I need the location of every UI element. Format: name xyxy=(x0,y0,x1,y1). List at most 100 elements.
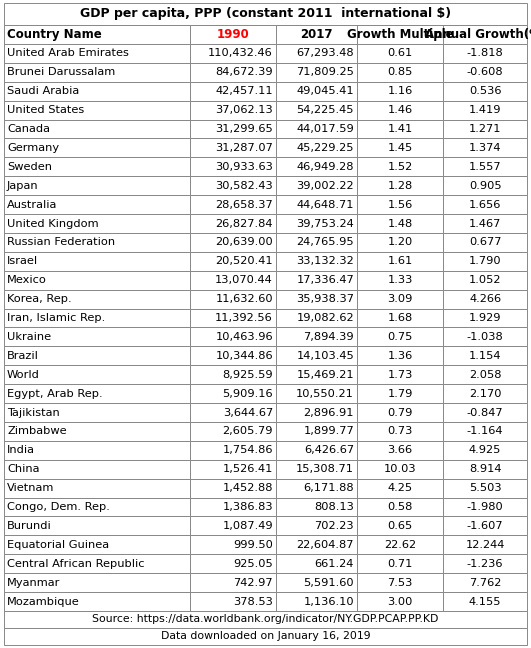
Text: Source: https://data.worldbank.org/indicator/NY.GDP.PCAP.PP.KD: Source: https://data.worldbank.org/indic… xyxy=(92,614,439,625)
Text: 1.48: 1.48 xyxy=(388,218,413,229)
Bar xyxy=(443,176,527,195)
Text: Australia: Australia xyxy=(7,200,57,210)
Bar xyxy=(443,460,527,479)
Bar xyxy=(4,63,190,82)
Bar xyxy=(190,573,276,592)
Bar xyxy=(4,516,190,535)
Bar xyxy=(190,290,276,308)
Text: Equatorial Guinea: Equatorial Guinea xyxy=(7,540,109,550)
Bar xyxy=(276,82,357,100)
Text: Growth Multiple: Growth Multiple xyxy=(347,28,453,41)
Text: Brazil: Brazil xyxy=(7,351,39,361)
Text: 3.09: 3.09 xyxy=(388,294,413,304)
Bar xyxy=(276,422,357,441)
Text: Brunei Darussalam: Brunei Darussalam xyxy=(7,67,115,77)
Bar xyxy=(4,308,190,327)
Text: 5,591.60: 5,591.60 xyxy=(303,577,354,588)
Bar xyxy=(443,139,527,157)
Text: 0.85: 0.85 xyxy=(388,67,413,77)
Bar xyxy=(190,233,276,252)
Text: 30,933.63: 30,933.63 xyxy=(215,162,273,172)
Bar xyxy=(443,554,527,573)
Bar xyxy=(357,403,443,422)
Text: 31,299.65: 31,299.65 xyxy=(215,124,273,134)
Bar xyxy=(190,63,276,82)
Bar xyxy=(4,347,190,365)
Text: 22.62: 22.62 xyxy=(384,540,416,550)
Bar xyxy=(357,384,443,403)
Text: 15,469.21: 15,469.21 xyxy=(296,370,354,380)
Bar xyxy=(443,422,527,441)
Bar xyxy=(443,479,527,498)
Text: -1.980: -1.980 xyxy=(467,502,503,512)
Bar xyxy=(276,214,357,233)
Text: United Kingdom: United Kingdom xyxy=(7,218,99,229)
Bar xyxy=(276,441,357,460)
Text: 46,949.28: 46,949.28 xyxy=(296,162,354,172)
Bar xyxy=(357,157,443,176)
Bar xyxy=(357,460,443,479)
Bar xyxy=(357,63,443,82)
Text: 999.50: 999.50 xyxy=(233,540,273,550)
Text: 1.271: 1.271 xyxy=(469,124,501,134)
Text: 1.20: 1.20 xyxy=(388,237,413,248)
Text: Tajikistan: Tajikistan xyxy=(7,408,60,417)
Text: 37,062.13: 37,062.13 xyxy=(215,105,273,115)
Text: Saudi Arabia: Saudi Arabia xyxy=(7,86,79,97)
Text: 2.170: 2.170 xyxy=(469,389,501,399)
Text: 13,070.44: 13,070.44 xyxy=(215,275,273,285)
Bar xyxy=(443,498,527,516)
Text: Mexico: Mexico xyxy=(7,275,47,285)
Text: 1.154: 1.154 xyxy=(469,351,501,361)
Text: 6,426.67: 6,426.67 xyxy=(304,445,354,456)
Text: 19,082.62: 19,082.62 xyxy=(296,313,354,323)
Bar xyxy=(443,233,527,252)
Bar xyxy=(4,611,527,628)
Text: 7,894.39: 7,894.39 xyxy=(303,332,354,342)
Bar xyxy=(4,365,190,384)
Bar xyxy=(357,535,443,554)
Text: India: India xyxy=(7,445,35,456)
Text: 12.244: 12.244 xyxy=(466,540,505,550)
Text: 1.16: 1.16 xyxy=(388,86,413,97)
Text: 3,644.67: 3,644.67 xyxy=(222,408,273,417)
Text: 33,132.32: 33,132.32 xyxy=(296,257,354,266)
Text: 1.73: 1.73 xyxy=(388,370,413,380)
Text: Israel: Israel xyxy=(7,257,38,266)
Text: 10,344.86: 10,344.86 xyxy=(216,351,273,361)
Bar xyxy=(4,535,190,554)
Text: 44,017.59: 44,017.59 xyxy=(296,124,354,134)
Text: 808.13: 808.13 xyxy=(314,502,354,512)
Text: 17,336.47: 17,336.47 xyxy=(296,275,354,285)
Bar xyxy=(443,157,527,176)
Bar xyxy=(357,308,443,327)
Text: 8.914: 8.914 xyxy=(469,464,501,474)
Bar xyxy=(4,592,190,611)
Bar xyxy=(443,535,527,554)
Bar xyxy=(4,498,190,516)
Bar xyxy=(357,327,443,347)
Text: 39,753.24: 39,753.24 xyxy=(296,218,354,229)
Text: 742.97: 742.97 xyxy=(233,577,273,588)
Bar xyxy=(443,384,527,403)
Text: 1990: 1990 xyxy=(217,28,249,41)
Text: -1.038: -1.038 xyxy=(467,332,503,342)
Text: 10,463.96: 10,463.96 xyxy=(216,332,273,342)
Text: 1.52: 1.52 xyxy=(388,162,413,172)
Bar xyxy=(357,100,443,120)
Bar xyxy=(4,479,190,498)
Bar xyxy=(276,384,357,403)
Text: Sweden: Sweden xyxy=(7,162,52,172)
Text: 661.24: 661.24 xyxy=(315,559,354,569)
Bar xyxy=(357,592,443,611)
Text: 5.503: 5.503 xyxy=(469,483,501,493)
Bar xyxy=(190,214,276,233)
Bar xyxy=(357,44,443,63)
Text: China: China xyxy=(7,464,39,474)
Bar xyxy=(4,214,190,233)
Bar xyxy=(443,25,527,44)
Text: 31,287.07: 31,287.07 xyxy=(215,143,273,153)
Text: 7.762: 7.762 xyxy=(469,577,501,588)
Text: Russian Federation: Russian Federation xyxy=(7,237,115,248)
Text: 0.677: 0.677 xyxy=(469,237,501,248)
